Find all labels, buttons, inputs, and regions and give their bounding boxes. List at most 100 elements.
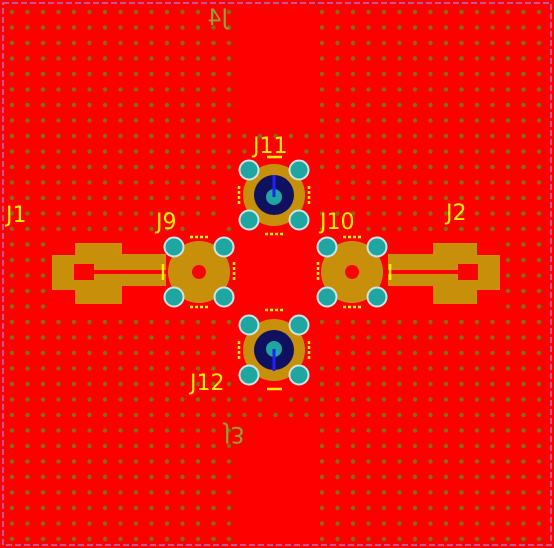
via [25, 381, 30, 387]
via [56, 428, 61, 433]
via [164, 102, 170, 108]
via [25, 211, 30, 216]
via [412, 335, 418, 340]
via [536, 133, 542, 139]
via [149, 71, 154, 77]
via [211, 9, 216, 15]
via [102, 71, 108, 77]
via [149, 490, 154, 495]
via [505, 335, 511, 340]
via [102, 133, 108, 139]
via [25, 459, 30, 464]
via [521, 350, 526, 356]
via [164, 443, 170, 449]
via [102, 180, 108, 185]
via [40, 273, 46, 278]
via [87, 9, 92, 15]
via [195, 211, 201, 216]
via [335, 366, 340, 371]
via [133, 71, 139, 77]
via [350, 164, 356, 170]
via [9, 25, 15, 30]
via [397, 335, 402, 340]
via [335, 56, 340, 61]
via [397, 118, 402, 123]
via [40, 443, 46, 449]
via [180, 505, 185, 511]
via [505, 443, 511, 449]
via [474, 474, 480, 480]
via [149, 319, 154, 325]
via [133, 87, 139, 92]
via [226, 25, 232, 30]
via [226, 133, 232, 139]
via [195, 459, 201, 464]
via [412, 195, 418, 201]
via [40, 118, 46, 123]
via [490, 505, 495, 511]
via [180, 195, 185, 201]
via [428, 9, 433, 15]
via [102, 40, 108, 46]
via [40, 9, 46, 15]
via [505, 350, 511, 356]
via [71, 412, 77, 418]
via [164, 366, 170, 371]
via [102, 25, 108, 30]
via [164, 397, 170, 402]
via [56, 521, 61, 526]
via [350, 521, 356, 526]
via [459, 40, 464, 46]
via [397, 490, 402, 495]
via [133, 536, 139, 542]
via [381, 459, 387, 464]
via [521, 149, 526, 154]
via [40, 71, 46, 77]
via [536, 102, 542, 108]
label-j4-bottom: J4 [208, 6, 231, 31]
via [397, 102, 402, 108]
via [366, 56, 371, 61]
label-j10: J10 [318, 210, 354, 235]
via [412, 25, 418, 30]
via [102, 118, 108, 123]
via [102, 397, 108, 402]
via [381, 195, 387, 201]
via [118, 56, 123, 61]
via [412, 443, 418, 449]
via [521, 71, 526, 77]
via [195, 9, 201, 15]
connector-j12-footprint [237, 308, 311, 391]
via [9, 149, 15, 154]
via [25, 195, 30, 201]
via [40, 149, 46, 154]
via [490, 71, 495, 77]
via [490, 319, 495, 325]
via [381, 412, 387, 418]
via [366, 490, 371, 495]
via [490, 443, 495, 449]
via [505, 242, 511, 247]
via [490, 459, 495, 464]
via [521, 133, 526, 139]
via [226, 118, 232, 123]
via [459, 443, 464, 449]
via [521, 40, 526, 46]
via [319, 87, 325, 92]
via [71, 25, 77, 30]
via [350, 335, 356, 340]
via [226, 102, 232, 108]
via [25, 164, 30, 170]
via [428, 474, 433, 480]
via [9, 133, 15, 139]
via [474, 226, 480, 232]
via [25, 102, 30, 108]
via [226, 459, 232, 464]
via [505, 490, 511, 495]
via [118, 149, 123, 154]
via [490, 211, 495, 216]
via [40, 87, 46, 92]
via [350, 149, 356, 154]
via [164, 459, 170, 464]
via [71, 397, 77, 402]
